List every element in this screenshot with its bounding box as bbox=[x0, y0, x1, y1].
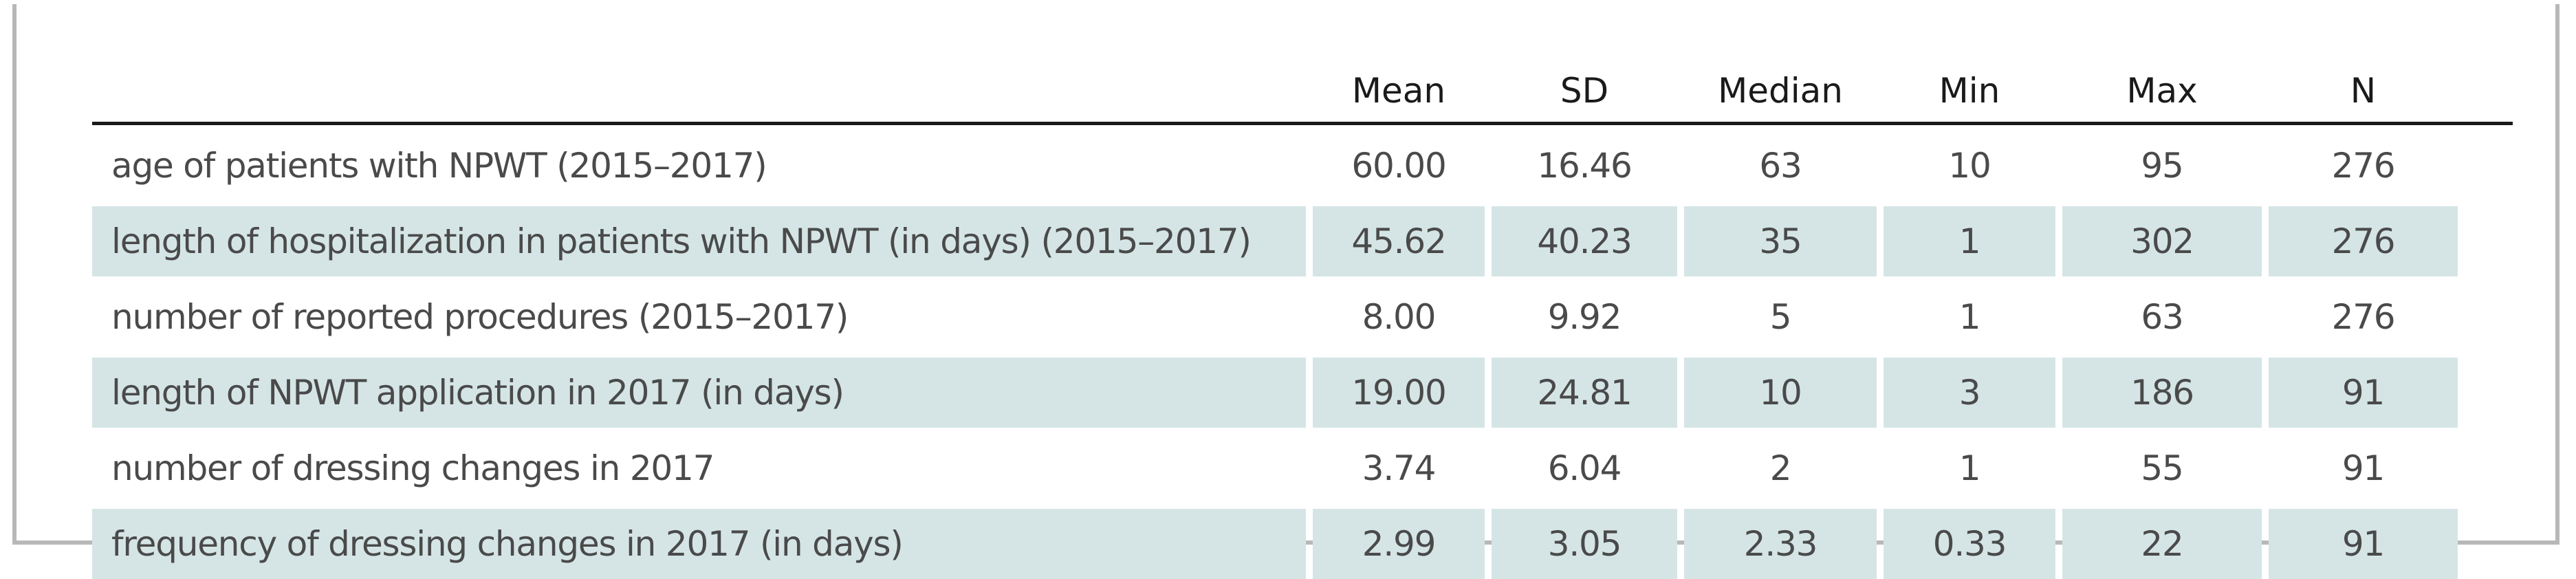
cell-n: 91 bbox=[2342, 448, 2385, 488]
row-label: length of NPWT application in 2017 (in d… bbox=[92, 358, 1306, 428]
table-row: number of dressing changes in 2017 3.74 … bbox=[92, 433, 2513, 503]
cell-median: 35 bbox=[1684, 206, 1877, 276]
statistics-table: Mean SD Median Min Max N age of patients… bbox=[92, 45, 2513, 579]
table-row: length of NPWT application in 2017 (in d… bbox=[92, 358, 2513, 428]
row-label: frequency of dressing changes in 2017 (i… bbox=[92, 509, 1306, 579]
header-label-column bbox=[92, 59, 1306, 122]
cell-sd: 3.05 bbox=[1492, 509, 1677, 579]
cell-mean: 8.00 bbox=[1362, 297, 1437, 337]
cell-mean: 3.74 bbox=[1362, 448, 1437, 488]
cell-median: 63 bbox=[1759, 146, 1802, 186]
header-max: Max bbox=[2126, 70, 2198, 111]
cell-n: 91 bbox=[2269, 509, 2458, 579]
cell-mean: 2.99 bbox=[1313, 509, 1485, 579]
table-row: age of patients with NPWT (2015–2017) 60… bbox=[92, 131, 2513, 201]
cell-n: 276 bbox=[2269, 206, 2458, 276]
cell-mean: 60.00 bbox=[1351, 146, 1446, 186]
cell-min: 1 bbox=[1958, 448, 1981, 488]
cell-median: 2 bbox=[1769, 448, 1792, 488]
header-mean: Mean bbox=[1351, 70, 1446, 111]
row-label: length of hospitalization in patients wi… bbox=[92, 206, 1306, 276]
header-n: N bbox=[2350, 70, 2377, 111]
header-sd: SD bbox=[1560, 70, 1609, 111]
table-row: length of hospitalization in patients wi… bbox=[92, 206, 2513, 276]
cell-min: 1 bbox=[1958, 297, 1981, 337]
table-row: number of reported procedures (2015–2017… bbox=[92, 282, 2513, 352]
cell-sd: 16.46 bbox=[1537, 146, 1632, 186]
cell-sd: 40.23 bbox=[1492, 206, 1677, 276]
cell-mean: 45.62 bbox=[1313, 206, 1485, 276]
table-row: frequency of dressing changes in 2017 (i… bbox=[92, 509, 2513, 579]
cell-n: 276 bbox=[2331, 146, 2396, 186]
cell-max: 55 bbox=[2141, 448, 2183, 488]
cell-max: 302 bbox=[2062, 206, 2262, 276]
header-median: Median bbox=[1718, 70, 1843, 111]
cell-sd: 24.81 bbox=[1492, 358, 1677, 428]
cell-median: 5 bbox=[1769, 297, 1792, 337]
cell-sd: 6.04 bbox=[1547, 448, 1622, 488]
header-min: Min bbox=[1939, 70, 2000, 111]
row-label: age of patients with NPWT (2015–2017) bbox=[111, 146, 767, 186]
cell-median: 2.33 bbox=[1684, 509, 1877, 579]
cell-min: 3 bbox=[1884, 358, 2055, 428]
row-label: number of reported procedures (2015–2017… bbox=[111, 297, 849, 337]
cell-min: 10 bbox=[1948, 146, 1991, 186]
cell-max: 63 bbox=[2141, 297, 2183, 337]
table-header-row: Mean SD Median Min Max N bbox=[92, 45, 2513, 125]
cell-max: 22 bbox=[2062, 509, 2262, 579]
cell-max: 186 bbox=[2062, 358, 2262, 428]
cell-n: 276 bbox=[2331, 297, 2396, 337]
cell-max: 95 bbox=[2141, 146, 2183, 186]
cell-min: 0.33 bbox=[1884, 509, 2055, 579]
row-label: number of dressing changes in 2017 bbox=[111, 448, 714, 488]
cell-sd: 9.92 bbox=[1547, 297, 1622, 337]
cell-min: 1 bbox=[1884, 206, 2055, 276]
cell-median: 10 bbox=[1684, 358, 1877, 428]
cell-mean: 19.00 bbox=[1313, 358, 1485, 428]
cell-n: 91 bbox=[2269, 358, 2458, 428]
table-frame: Mean SD Median Min Max N age of patients… bbox=[12, 4, 2559, 579]
